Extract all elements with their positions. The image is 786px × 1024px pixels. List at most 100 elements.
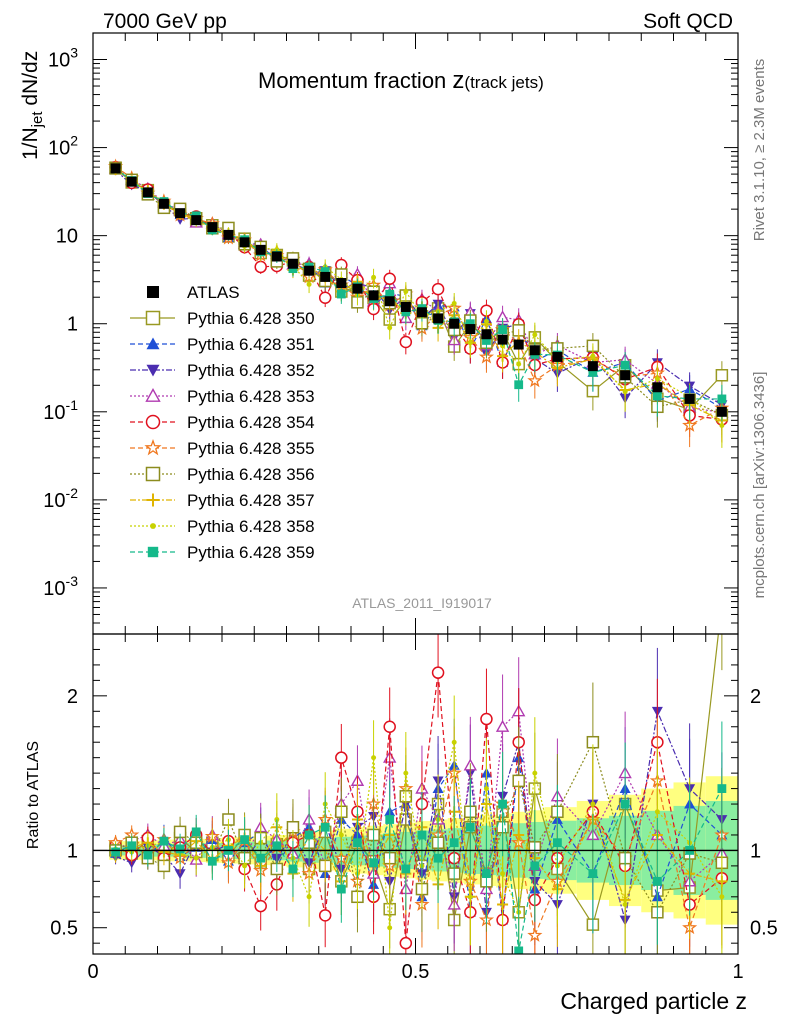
main-y-tick-labels: 10-3 10-2 10-1 1 10 102 103 [43,45,78,600]
atlas-data-point [416,307,427,318]
legend-marker [146,337,160,350]
ratio-point [403,770,409,776]
ratio-y-tick-label-right: 1 [750,840,761,862]
data-point [532,332,538,338]
plot-title-main: Momentum fraction [258,68,452,93]
ratio-point [716,598,727,609]
ratio-point [401,864,411,874]
ratio-series-359 [111,721,727,954]
atlas-data-point [620,370,631,381]
ratio-point [242,863,248,869]
data-point [498,325,507,334]
ratio-point [500,871,506,877]
atlas-data-point [352,283,363,294]
y-tick-label: 102 [48,133,78,160]
series-line [115,166,723,427]
ratio-line [115,742,723,928]
ratio-point [256,853,266,863]
atlas-data-point [684,393,695,404]
legend-marker [145,388,161,402]
data-point [465,319,475,329]
ratio-point [553,838,562,848]
ratio-y-tick-label: 2 [67,686,78,708]
ratio-point [530,861,540,871]
ratio-y-tick-label: 1 [67,840,78,862]
atlas-data-point [223,229,234,240]
atlas-data-point [126,176,137,187]
atlas-data-point [384,296,395,307]
plot-title: Momentum fraction z(track jets) [258,67,544,94]
data-point [385,289,395,299]
legend-label: Pythia 6.428 358 [187,517,315,536]
ratio-point [482,869,491,879]
legend-entry: Pythia 6.428 350 [130,309,315,328]
x-tick-labels: 0 0.5 1 [87,961,743,983]
ratio-point [272,841,282,851]
ratio-point [369,858,378,868]
legend-entry: Pythia 6.428 354 [130,413,315,432]
atlas-data-point [239,237,250,248]
data-point [590,353,596,359]
ratio-point [480,712,493,726]
x-tick-label: 0 [87,961,98,983]
y-tick-label: 10-3 [43,573,78,600]
ratio-point [111,847,120,857]
data-point [254,260,267,274]
legend-marker [145,466,161,482]
atlas-data-point [320,271,331,282]
ratio-point [514,946,524,954]
data-point [320,267,330,276]
atlas-data-point [481,329,492,340]
ratio-point [306,894,312,900]
x-axis-label: Charged particle z [560,988,747,1014]
ratio-y-tick-label: 0.5 [50,918,78,940]
ratio-point [336,884,346,894]
ratio-y-tick-labels: 0.5 0.5 1 1 2 2 [50,686,778,940]
ratio-point [191,827,201,837]
legend-label: Pythia 6.428 355 [187,439,315,458]
energy-label: 7000 GeV pp [103,10,227,33]
legend-entry: Pythia 6.428 353 [130,387,315,406]
legend-label: Pythia 6.428 356 [187,465,315,484]
ratio-point [240,835,249,845]
atlas-data-point [255,244,266,255]
legend-label: Pythia 6.428 353 [187,387,315,406]
y-tick-label: 1 [67,314,78,336]
data-point [715,369,729,382]
legend-entry: Pythia 6.428 356 [130,465,315,484]
ratio-point [399,936,413,950]
data-point [483,318,489,324]
atlas-data-point [175,208,186,219]
ratio-point [174,869,186,880]
atlas-data-point [433,313,444,324]
legend-entry: Pythia 6.428 359 [130,543,315,562]
data-point [387,325,393,331]
data-point [654,376,660,382]
atlas-data-point [207,222,218,233]
ratio-point [431,666,445,679]
ratio-y-tick-label-right: 0.5 [750,918,778,940]
plot-title-variable: z [452,67,464,94]
ratio-point [193,855,199,861]
y-tick-label: 10-1 [43,397,78,424]
ratio-point [304,830,314,840]
legend-label: Pythia 6.428 351 [187,335,315,354]
ratio-point [383,720,396,734]
ratio-point [588,869,598,879]
ratio-point [159,836,169,846]
ratio-point [254,899,267,913]
ratio-point [288,864,298,874]
atlas-data-point [336,278,347,289]
ratio-point [451,739,457,745]
data-point [514,380,524,390]
ratio-point [620,799,630,809]
main-panel: Momentum fraction z(track jets) ATLAS_20… [19,32,739,954]
x-tick-label: 1 [732,961,743,983]
series-line [115,169,723,421]
y-tick-label: 103 [48,45,78,72]
ratio-point [513,829,525,841]
ratio-point [449,838,459,848]
ratio-point [353,838,362,848]
data-point [482,336,491,345]
legend-marker [144,438,162,456]
